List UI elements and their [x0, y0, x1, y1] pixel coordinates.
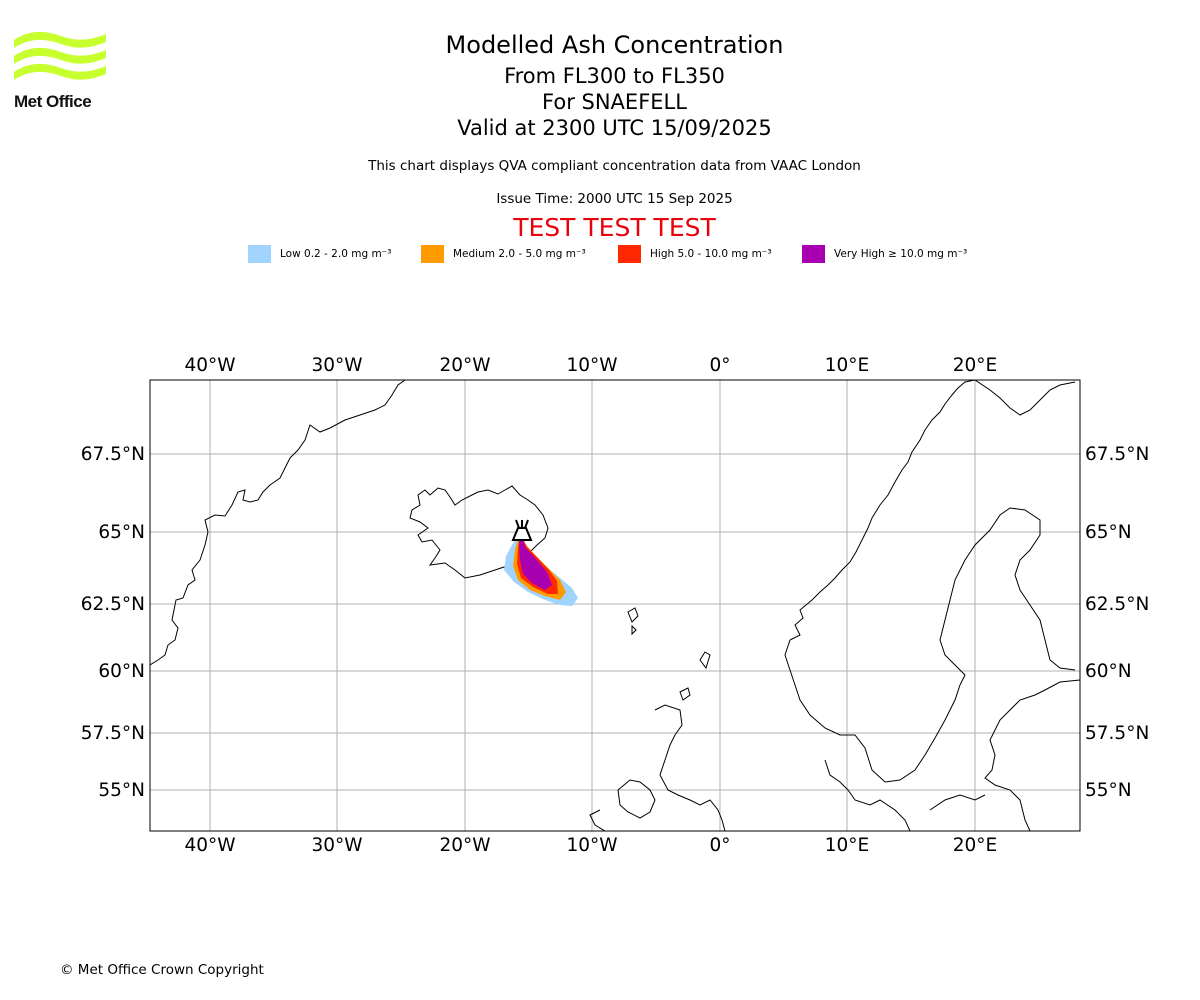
coastline-denmark-germany — [824, 759, 986, 831]
copyright-notice: © Met Office Crown Copyright — [60, 962, 264, 978]
met-office-logo-icon — [14, 31, 106, 80]
volcano-name: For SNAEFELL — [542, 90, 687, 114]
lon-label: 0° — [709, 835, 730, 856]
lon-label: 0° — [709, 355, 730, 376]
legend-label-low: Low 0.2 - 2.0 mg m⁻³ — [280, 248, 392, 260]
lon-label: 20°E — [953, 835, 997, 856]
legend-label-high: High 5.0 - 10.0 mg m⁻³ — [650, 248, 772, 260]
coastline-norway — [789, 380, 1076, 641]
coastline-sweden-finland — [784, 507, 1076, 783]
logo-text: Met Office — [14, 92, 92, 111]
legend-item-low: Low 0.2 - 2.0 mg m⁻³ — [248, 244, 391, 264]
lat-label: 55°N — [1085, 780, 1132, 801]
legend-label-medium: Medium 2.0 - 5.0 mg m⁻³ — [453, 248, 586, 260]
lon-label: 40°W — [184, 355, 235, 376]
chart-title: Modelled Ash Concentration — [445, 31, 784, 59]
lat-label: 62.5°N — [81, 594, 145, 615]
legend-item-high: High 5.0 - 10.0 mg m⁻³ — [618, 244, 772, 264]
issue-time: Issue Time: 2000 UTC 15 Sep 2025 — [496, 191, 733, 207]
lon-labels-bottom: 40°W 30°W 20°W 10°W 0° 10°E 20°E — [184, 835, 997, 856]
lon-label: 10°W — [566, 355, 617, 376]
lat-label: 65°N — [98, 522, 145, 543]
legend-item-very-high: Very High ≥ 10.0 mg m⁻³ — [802, 244, 967, 264]
lat-label: 60°N — [1085, 661, 1132, 682]
lon-label: 30°W — [311, 835, 362, 856]
lon-labels-top: 40°W 30°W 20°W 10°W 0° 10°E 20°E — [184, 355, 997, 376]
legend-swatch-high — [618, 245, 641, 263]
coastline-baltic — [984, 679, 1080, 831]
legend-swatch-very-high — [802, 245, 825, 263]
lon-label: 30°W — [311, 355, 362, 376]
legend-swatch-low — [248, 245, 271, 263]
lat-labels-right: 67.5°N 65°N 62.5°N 60°N 57.5°N 55°N — [1085, 444, 1149, 801]
lon-label: 40°W — [184, 835, 235, 856]
lon-label: 10°E — [825, 355, 869, 376]
lat-label: 55°N — [98, 780, 145, 801]
volcano-icon — [511, 519, 533, 541]
legend-swatch-medium — [421, 245, 444, 263]
coastline-greenland — [150, 380, 406, 666]
lon-label: 20°W — [439, 355, 490, 376]
coastline-shetland-orkney — [679, 651, 711, 701]
lon-label: 20°E — [953, 355, 997, 376]
test-banner: TEST TEST TEST — [513, 213, 716, 242]
compliance-note: This chart displays QVA compliant concen… — [368, 158, 861, 174]
lat-label: 65°N — [1085, 522, 1132, 543]
lat-label: 67.5°N — [81, 444, 145, 465]
ash-area-very-high — [519, 532, 552, 590]
lon-label: 20°W — [439, 835, 490, 856]
legend-item-medium: Medium 2.0 - 5.0 mg m⁻³ — [421, 244, 586, 264]
coastline-faroe — [627, 607, 639, 636]
legend-label-very-high: Very High ≥ 10.0 mg m⁻³ — [834, 248, 968, 260]
lat-label: 62.5°N — [1085, 594, 1149, 615]
ash-cloud — [504, 532, 578, 606]
lat-label: 57.5°N — [81, 723, 145, 744]
lat-label: 67.5°N — [1085, 444, 1149, 465]
lat-label: 60°N — [98, 661, 145, 682]
lon-label: 10°E — [825, 835, 869, 856]
gridlines — [150, 380, 1080, 831]
lat-labels-left: 67.5°N 65°N 62.5°N 60°N 57.5°N 55°N — [81, 444, 145, 801]
lon-label: 10°W — [566, 835, 617, 856]
lat-label: 57.5°N — [1085, 723, 1149, 744]
coastline-uk — [589, 704, 726, 831]
level-range: From FL300 to FL350 — [504, 64, 725, 88]
valid-time: Valid at 2300 UTC 15/09/2025 — [457, 116, 772, 140]
map-frame — [149, 379, 1081, 832]
